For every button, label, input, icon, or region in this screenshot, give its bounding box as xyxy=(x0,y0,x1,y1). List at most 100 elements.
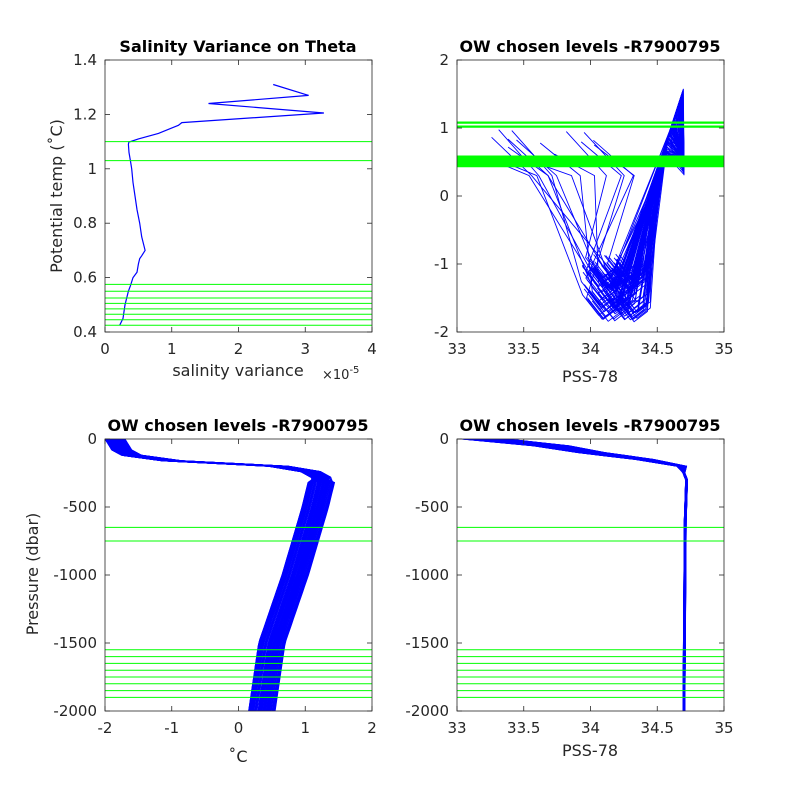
temperature-profile-line xyxy=(110,439,317,711)
panel-1-ylabel: Potential temp (˚C) xyxy=(47,119,66,273)
temperature-profile-line xyxy=(121,439,329,711)
x-tick-label: 1 xyxy=(167,340,177,358)
salinity-profile-line xyxy=(498,439,688,711)
temperature-profile-line xyxy=(117,439,326,711)
panel-3-ylabel: Pressure (dbar) xyxy=(23,513,42,636)
temperature-profile-line xyxy=(107,439,315,711)
x-tick-label: 0 xyxy=(100,340,110,358)
temperature-profile-line xyxy=(105,439,323,711)
panel-2-plot-area: 33 33.5 34 34.5 35 -2 -1 0 1 2 xyxy=(434,51,734,358)
panel-1-series-group xyxy=(105,83,372,326)
variance-line xyxy=(119,83,324,326)
panel-3-xlabel: ˚C xyxy=(228,747,247,766)
temperature-profile-line xyxy=(105,439,314,711)
y-tick-label: 1.2 xyxy=(73,105,97,123)
temperature-profile-line xyxy=(108,439,316,711)
y-tick-label: -500 xyxy=(63,498,97,516)
panel-4-plot-area: 33 33.5 34 34.5 35 -2000 -1500 -1000 -500 0 xyxy=(405,430,733,737)
temperature-profile-line xyxy=(110,439,321,711)
y-tick-label: -1500 xyxy=(405,634,449,652)
panel-2-title: OW chosen levels -R7900795 xyxy=(459,37,720,56)
x-tick-label: -2 xyxy=(98,719,113,737)
ts-profile-line xyxy=(604,94,685,277)
temperature-profile-line xyxy=(123,439,331,711)
ts-profile-line xyxy=(587,145,685,320)
temperature-profile-line xyxy=(113,439,322,711)
temperature-profile-line xyxy=(115,439,333,711)
panel-2-series-group xyxy=(457,88,724,323)
x-tick-label: 1 xyxy=(300,719,310,737)
y-tick-label: -1 xyxy=(434,255,449,273)
x-tick-label: 34.5 xyxy=(641,340,674,358)
temperature-profile-line xyxy=(116,439,327,711)
panel-1-x-exponent: ×10-5 xyxy=(322,365,359,383)
panel-pressure-salinity: OW chosen levels -R7900795 PSS-78 33 33.5… xyxy=(405,416,733,760)
y-tick-label: 0.4 xyxy=(73,323,97,341)
y-tick-label: 0 xyxy=(439,430,449,448)
x-tick-label: 34 xyxy=(581,719,600,737)
x-tick-label: 0 xyxy=(234,719,244,737)
panel-pressure-temperature: OW chosen levels -R7900795 ˚C Pressure (… xyxy=(23,416,377,766)
panel-3-plot-area: -2 -1 0 1 2 -2000 -1500 -1000 -500 0 xyxy=(53,430,376,737)
y-tick-label: 2 xyxy=(439,51,449,69)
y-tick-label: 1 xyxy=(439,119,449,137)
y-tick-label: 0.6 xyxy=(73,269,97,287)
y-tick-label: -2000 xyxy=(53,702,97,720)
y-tick-label: 0.8 xyxy=(73,214,97,232)
temperature-profile-line xyxy=(112,439,332,711)
temperature-profile-line xyxy=(120,439,330,711)
x-tick-label: 33 xyxy=(447,719,466,737)
y-tick-label: -2 xyxy=(434,323,449,341)
ts-profile-line xyxy=(590,119,685,289)
ts-profile-line xyxy=(608,97,685,296)
x-tick-label: 35 xyxy=(714,340,733,358)
x-tick-label: 33.5 xyxy=(507,340,540,358)
panel-1-plot-area: 0 1 2 3 4 0.4 0.6 0.8 1 1.2 1.4 xyxy=(73,51,377,358)
y-tick-label: 1.4 xyxy=(73,51,97,69)
x-tick-label: 33.5 xyxy=(507,719,540,737)
x-tick-label: 34 xyxy=(581,340,600,358)
x-tick-label: 2 xyxy=(234,340,244,358)
x-tick-label: -1 xyxy=(164,719,179,737)
temperature-profile-line xyxy=(115,439,329,711)
temperature-profile-line xyxy=(117,439,324,711)
panel-theta-salinity: OW chosen levels -R7900795 PSS-78 33 33.5… xyxy=(434,37,734,386)
y-tick-label: -1000 xyxy=(53,566,97,584)
ts-profile-line xyxy=(581,133,685,288)
temperature-profile-line xyxy=(111,439,319,711)
ts-profile-line xyxy=(584,150,685,308)
panel-3-series-group xyxy=(105,439,372,711)
y-tick-label: -1000 xyxy=(405,566,449,584)
panel-3-title: OW chosen levels -R7900795 xyxy=(107,416,368,435)
ts-profile-line xyxy=(602,105,685,312)
ts-profile-line xyxy=(606,148,685,304)
y-tick-label: 0 xyxy=(439,187,449,205)
panel-4-title: OW chosen levels -R7900795 xyxy=(459,416,720,435)
temperature-profile-line xyxy=(118,439,328,711)
x-tick-label: 4 xyxy=(367,340,377,358)
x-tick-label: 3 xyxy=(300,340,310,358)
ts-profile-line xyxy=(613,100,685,321)
x-tick-label: 35 xyxy=(714,719,733,737)
y-tick-label: -1500 xyxy=(53,634,97,652)
panel-1-xlabel: salinity variance xyxy=(172,361,303,380)
x-tick-label: 34.5 xyxy=(641,719,674,737)
panel-4-xlabel: PSS-78 xyxy=(562,741,618,760)
panel-salinity-variance: Salinity Variance on Theta salinity vari… xyxy=(47,37,377,383)
x-tick-label: 33 xyxy=(447,340,466,358)
y-tick-label: 0 xyxy=(87,430,97,448)
temperature-profile-line xyxy=(114,439,322,711)
temperature-profile-line xyxy=(106,439,314,711)
temperature-profile-line xyxy=(107,439,335,711)
x-tick-label: 2 xyxy=(367,719,377,737)
y-tick-label: 1 xyxy=(87,160,97,178)
y-tick-label: -500 xyxy=(415,498,449,516)
salinity-profile-line xyxy=(501,439,687,711)
temperature-profile-line xyxy=(115,439,336,711)
temperature-profile-line xyxy=(105,439,334,711)
temperature-profile-line xyxy=(108,439,319,711)
panel-2-xlabel: PSS-78 xyxy=(562,367,618,386)
temperature-profile-line xyxy=(122,439,333,711)
panel-4-series-group xyxy=(457,439,724,711)
